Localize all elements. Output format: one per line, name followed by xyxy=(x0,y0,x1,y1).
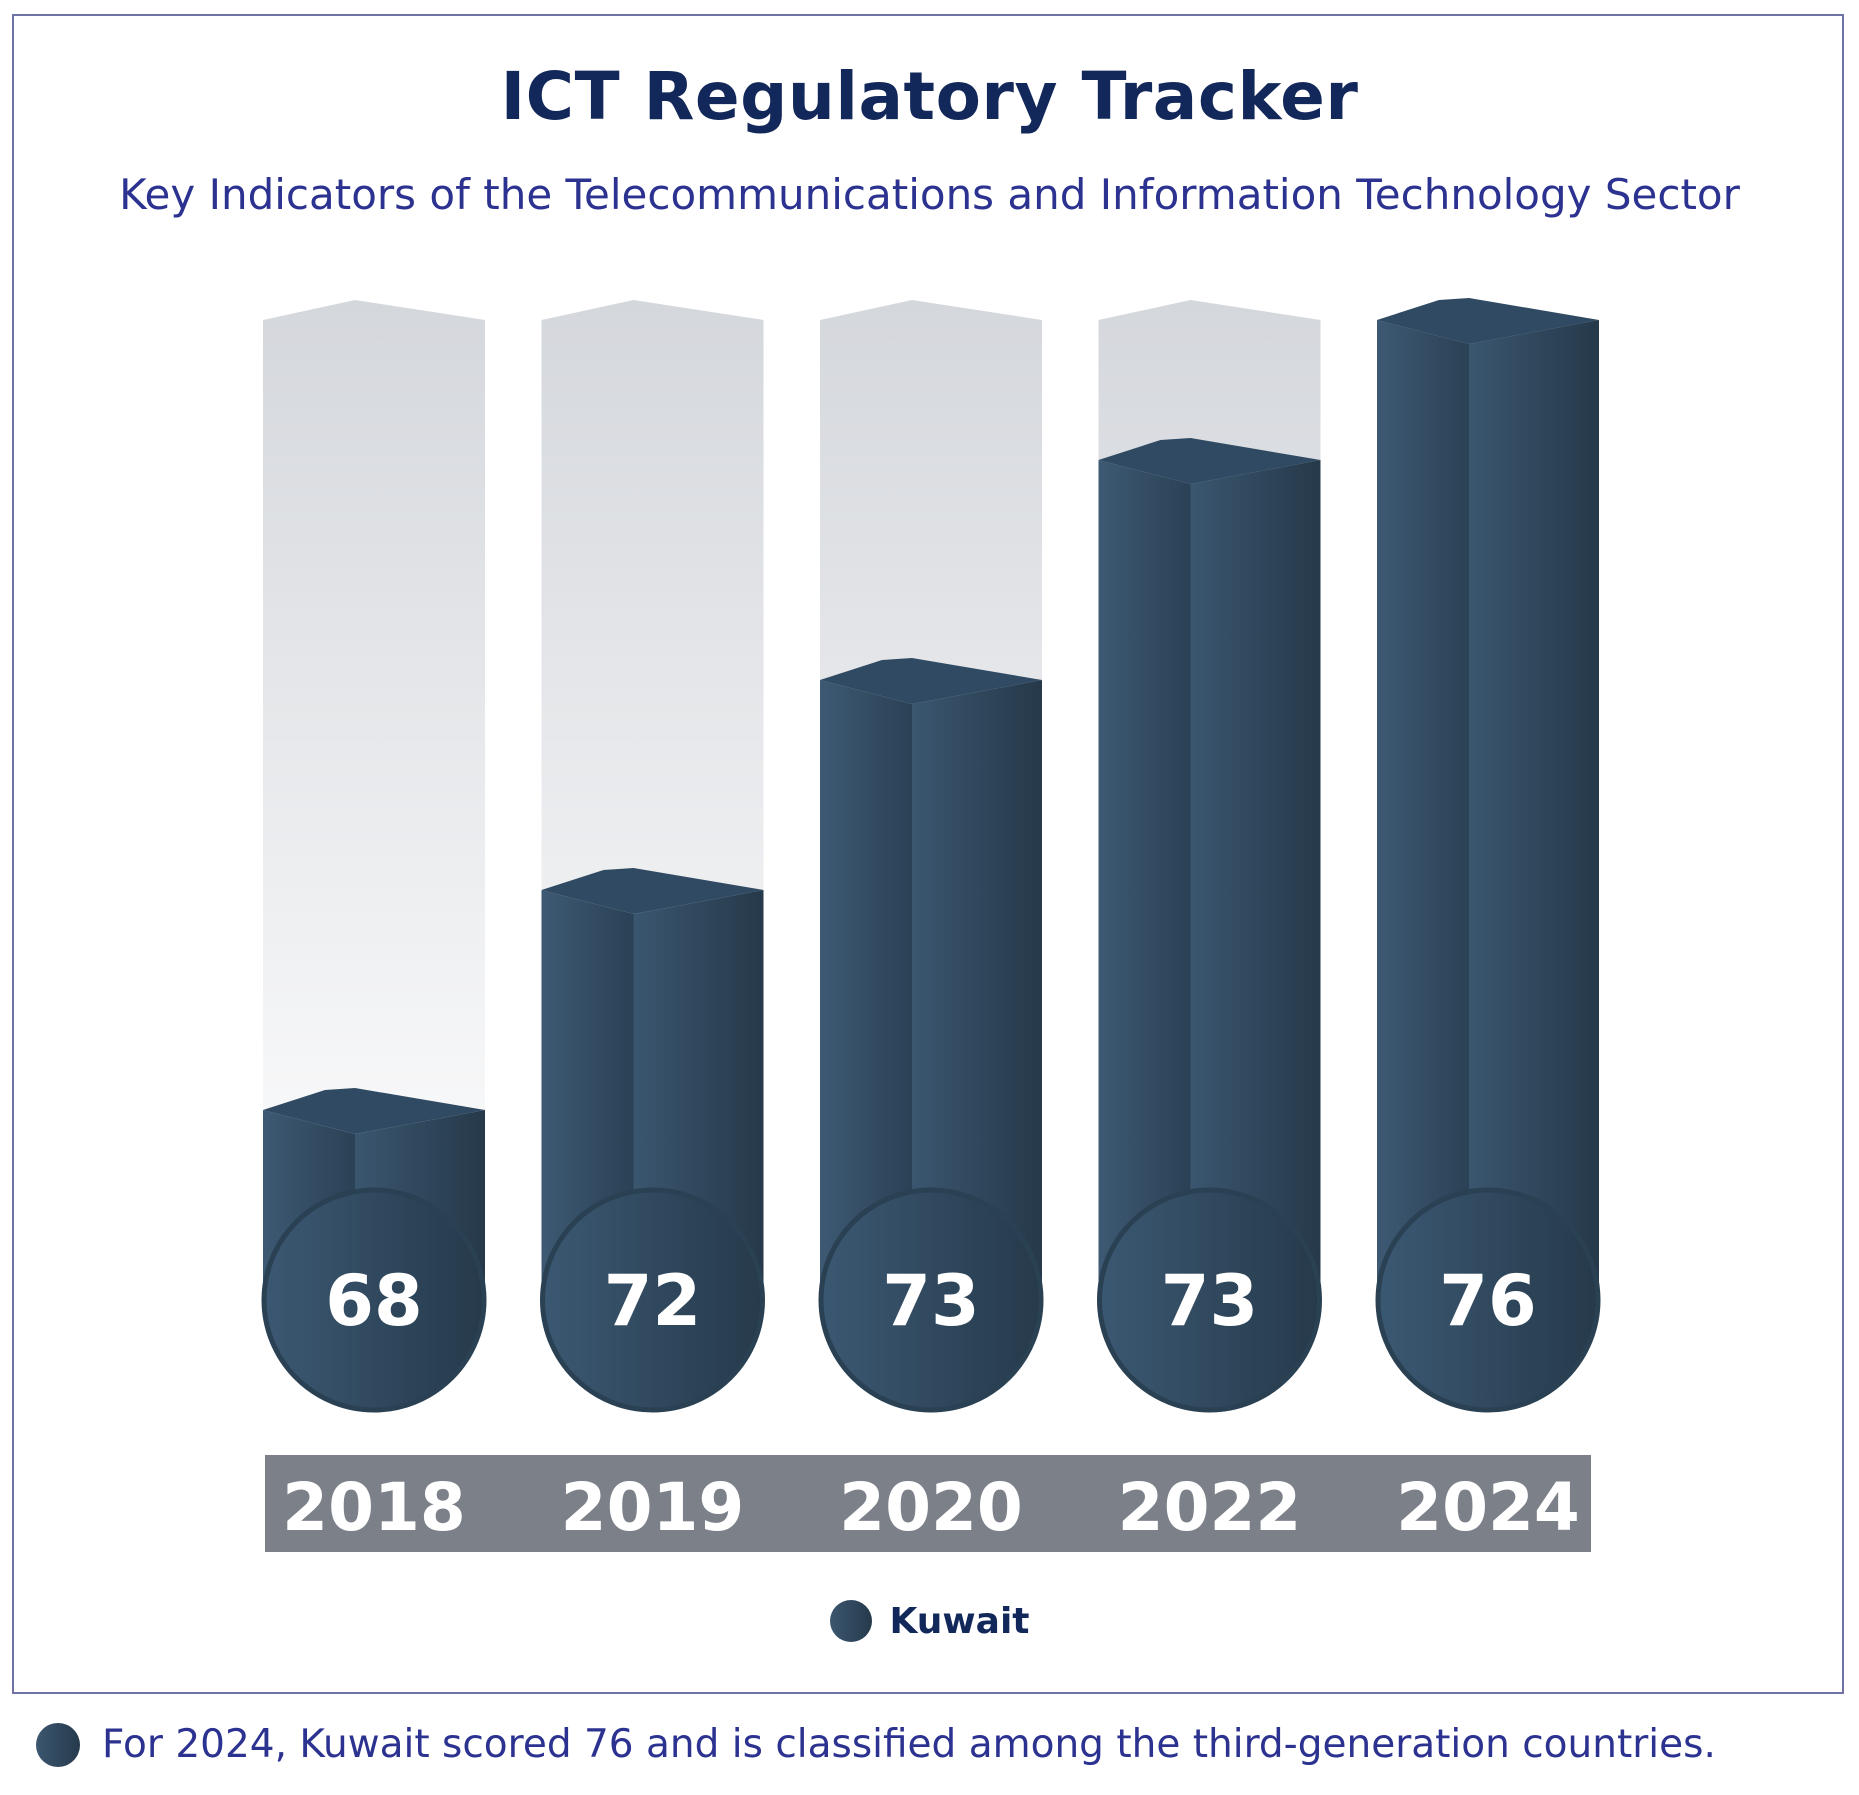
footnote-text: For 2024, Kuwait scored 76 and is classi… xyxy=(102,1722,1716,1767)
footnote: For 2024, Kuwait scored 76 and is classi… xyxy=(36,1722,1716,1767)
year-label-2019: 2019 xyxy=(561,1469,745,1546)
bar-left-face-2024 xyxy=(1377,320,1469,1300)
value-circle-2024 xyxy=(1375,1187,1601,1413)
year-label-2020: 2020 xyxy=(839,1469,1023,1546)
bar-right-face-2022 xyxy=(1190,460,1321,1300)
year-strip xyxy=(265,1455,1591,1552)
value-circle-2018 xyxy=(261,1187,487,1413)
bar-top-2018 xyxy=(263,1088,485,1134)
value-label-2020: 73 xyxy=(882,1260,979,1342)
bar-top-2024 xyxy=(1377,298,1599,344)
bar-left-face-2020 xyxy=(820,680,912,1300)
year-label-2022: 2022 xyxy=(1118,1469,1302,1546)
value-circle-2019 xyxy=(540,1187,765,1413)
value-label-2019: 72 xyxy=(604,1260,701,1342)
legend-label: Kuwait xyxy=(889,1600,1030,1642)
bar-chart: 68 72 73 73 76 2018 2019 2020 2022 2024 xyxy=(261,298,1601,1552)
bar-top-2022 xyxy=(1098,438,1321,484)
bar-2022: 73 xyxy=(1097,438,1322,1413)
bar-top-2020 xyxy=(820,658,1042,704)
legend: Kuwait xyxy=(0,1600,1859,1646)
value-circle-2020 xyxy=(818,1187,1044,1413)
bar-right-face-2020 xyxy=(912,680,1042,1300)
chart-title: ICT Regulatory Tracker xyxy=(500,58,1359,135)
bullet-icon xyxy=(36,1722,80,1767)
bar-2019: 72 xyxy=(540,868,765,1413)
year-label-2024: 2024 xyxy=(1396,1469,1580,1546)
bar-left-face-2022 xyxy=(1098,460,1191,1300)
value-label-2024: 76 xyxy=(1439,1260,1536,1342)
bar-2018: 68 xyxy=(261,1088,487,1413)
track-2018 xyxy=(263,300,485,1300)
value-label-2018: 68 xyxy=(325,1260,422,1342)
bar-right-face-2024 xyxy=(1469,320,1599,1300)
year-label-2018: 2018 xyxy=(282,1469,466,1546)
bar-2020: 73 xyxy=(818,658,1044,1413)
value-label-2022: 73 xyxy=(1161,1260,1258,1342)
bar-2024: 76 xyxy=(1375,298,1601,1413)
chart-subtitle: Key Indicators of the Telecommunications… xyxy=(119,170,1740,219)
bar-top-2019 xyxy=(541,868,764,914)
legend-swatch xyxy=(829,1600,872,1642)
value-circle-2022 xyxy=(1097,1187,1322,1413)
